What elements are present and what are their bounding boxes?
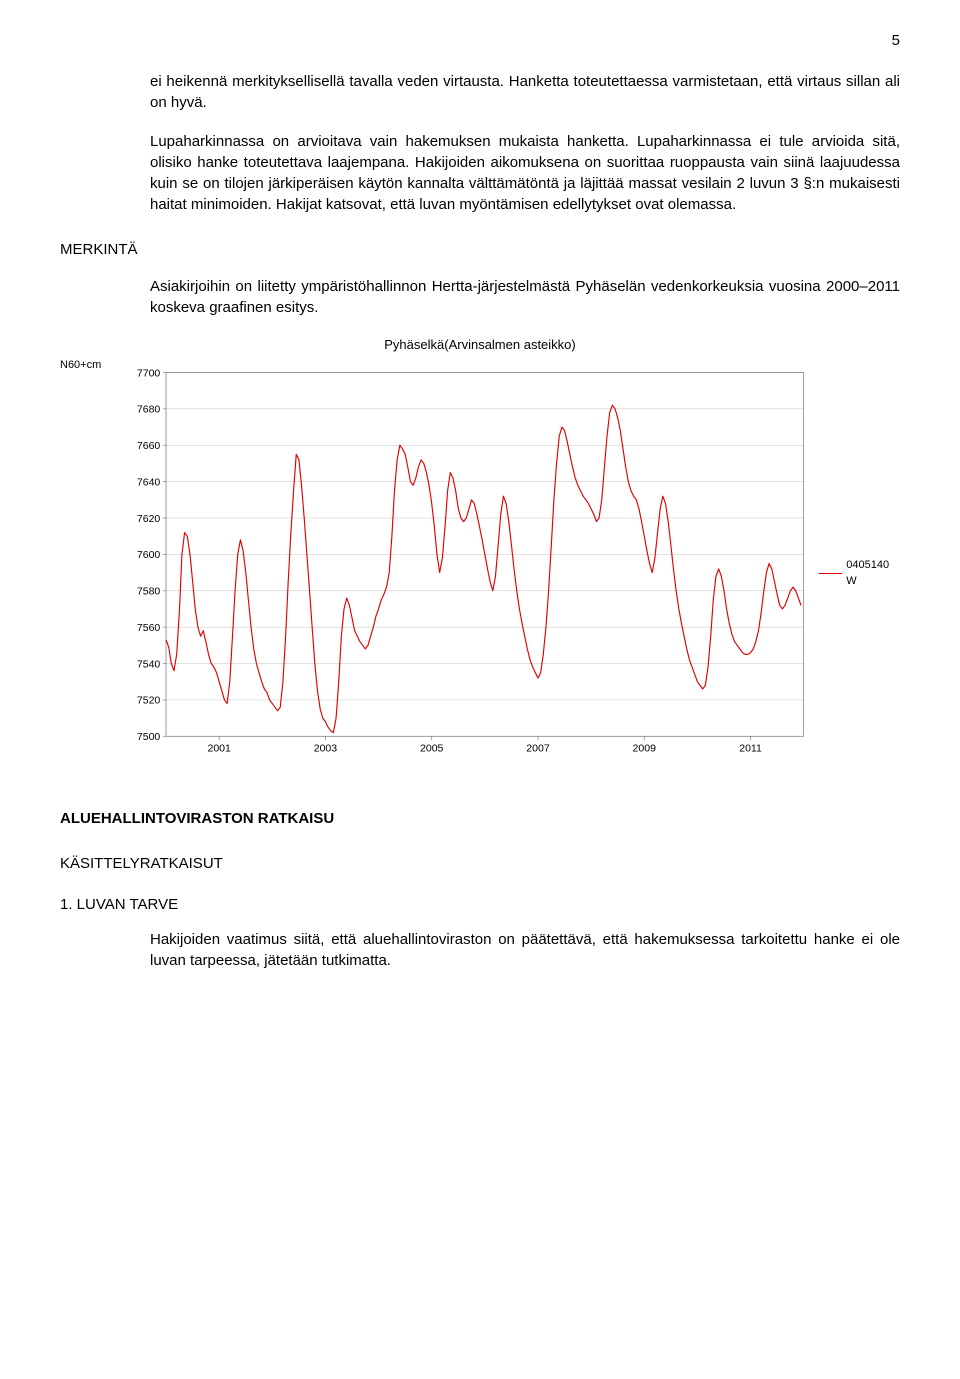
svg-text:7680: 7680	[137, 404, 161, 416]
chart-title: Pyhäselkä(Arvinsalmen asteikko)	[60, 336, 900, 354]
paragraph-1: ei heikennä merkityksellisellä tavalla v…	[150, 71, 900, 113]
paragraph-2: Lupaharkinnassa on arvioitava vain hakem…	[150, 131, 900, 215]
svg-text:7600: 7600	[137, 549, 161, 561]
water-level-chart: Pyhäselkä(Arvinsalmen asteikko) N60+cm 7…	[60, 336, 900, 768]
svg-text:7560: 7560	[137, 622, 161, 634]
page-number: 5	[60, 30, 900, 51]
svg-text:2007: 2007	[526, 743, 550, 755]
legend-label: 0405140 W	[846, 558, 900, 589]
chart-plot-area: 7500 7520 7540 7560 7580 7600 7620 7640 7660 7680…	[122, 358, 811, 768]
svg-text:7500: 7500	[137, 731, 161, 743]
paragraph-3: Asiakirjoihin on liitetty ympäristöhalli…	[150, 276, 900, 318]
svg-text:7520: 7520	[137, 695, 161, 707]
svg-text:7540: 7540	[137, 659, 161, 671]
paragraph-4: Hakijoiden vaatimus siitä, että aluehall…	[150, 929, 900, 971]
svg-text:7580: 7580	[137, 586, 161, 598]
svg-text:7660: 7660	[137, 440, 161, 452]
svg-text:2005: 2005	[420, 743, 444, 755]
legend-swatch	[819, 573, 842, 575]
heading-luvan-tarve: 1. LUVAN TARVE	[60, 894, 900, 915]
svg-text:2009: 2009	[633, 743, 657, 755]
svg-text:2001: 2001	[207, 743, 231, 755]
svg-text:7700: 7700	[137, 367, 161, 379]
heading-merkinta: MERKINTÄ	[60, 239, 900, 260]
heading-kasittely: KÄSITTELYRATKAISUT	[60, 853, 900, 874]
chart-y-axis-label: N60+cm	[60, 358, 122, 373]
svg-text:2011: 2011	[739, 743, 762, 755]
heading-ratkaisu: ALUEHALLINTOVIRASTON RATKAISU	[60, 808, 900, 829]
svg-text:2003: 2003	[314, 743, 338, 755]
svg-text:7640: 7640	[137, 477, 161, 489]
chart-legend: 0405140 W	[819, 558, 900, 589]
svg-text:7620: 7620	[137, 513, 161, 525]
